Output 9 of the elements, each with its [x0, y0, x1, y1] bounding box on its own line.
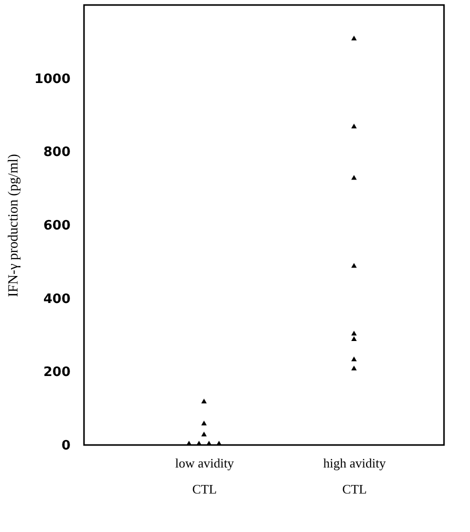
y-tick-label: 200 [43, 365, 70, 380]
x-tick-label: low avidity CTL [175, 456, 234, 496]
x-tick-label: high avidity CTL [323, 456, 386, 496]
y-tick-label: 600 [43, 218, 70, 234]
y-axis-title: IFN-γ production (pg/ml) [6, 154, 22, 298]
y-tick-label: 0 [61, 438, 70, 454]
y-tick-label: 1000 [34, 72, 70, 87]
y-tick-label: 800 [43, 145, 70, 160]
y-tick-label: 400 [43, 292, 70, 307]
